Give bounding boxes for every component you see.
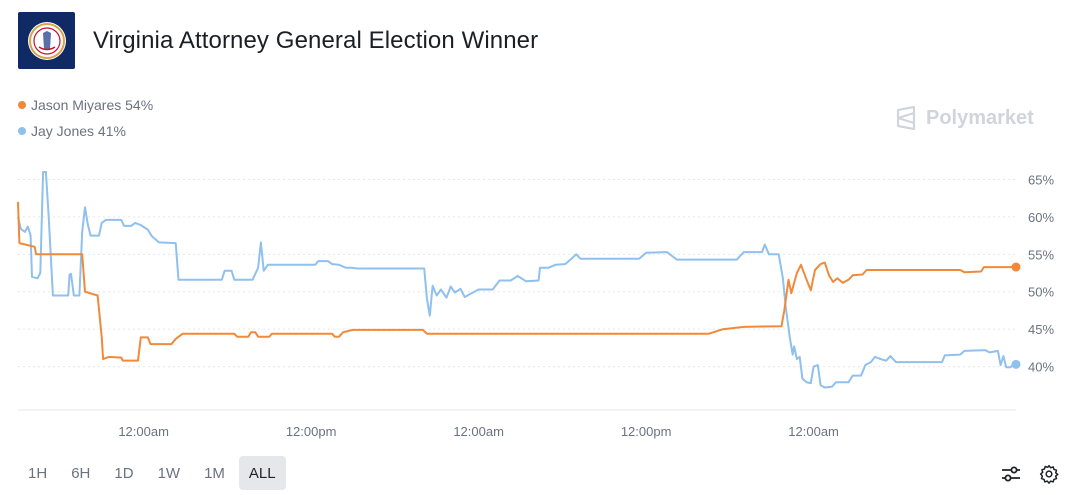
legend-dot-jones [18, 127, 26, 135]
range-button-6h[interactable]: 6H [71, 464, 91, 482]
brand-name: Polymarket [926, 106, 1034, 129]
series-end-marker-jay-jones [1011, 359, 1021, 369]
time-range-selector: 1H 6H 1D 1W 1M ALL [18, 456, 290, 490]
page-title: Virginia Attorney General Election Winne… [93, 26, 539, 54]
range-button-1h[interactable]: 1H [28, 464, 48, 482]
y-tick-label: 65% [1028, 172, 1054, 187]
legend-item-jones: Jay Jones 41% [18, 118, 153, 144]
virginia-flag-logo [18, 12, 75, 69]
range-button-1d[interactable]: 1D [114, 464, 134, 482]
chart-controls [986, 462, 1062, 486]
y-tick-label: 60% [1028, 210, 1054, 225]
x-tick-label: 12:00pm [621, 424, 672, 439]
series-line-jay-jones [17, 171, 1016, 389]
y-tick-label: 45% [1028, 322, 1054, 337]
legend-item-miyares: Jason Miyares 54% [18, 92, 153, 118]
polymarket-logo-icon [896, 106, 916, 130]
polymarket-watermark: Polymarket [894, 106, 1034, 130]
y-tick-label: 55% [1028, 247, 1054, 262]
range-button-1m[interactable]: 1M [204, 464, 225, 482]
x-tick-label: 12:00am [118, 424, 169, 439]
sliders-icon[interactable] [998, 462, 1024, 486]
x-tick-label: 12:00pm [286, 424, 337, 439]
price-chart[interactable]: 65% 60% 55% 50% 45% 40% 12:00am 12:00pm 12:00am 1… [0, 150, 1080, 450]
chart-legend: Jason Miyares 54% Jay Jones 41% [18, 92, 153, 144]
y-tick-label: 40% [1028, 360, 1054, 375]
legend-dot-miyares [18, 101, 26, 109]
gear-icon[interactable] [1036, 462, 1062, 486]
range-button-1w[interactable]: 1W [157, 464, 181, 482]
range-button-all[interactable]: ALL [238, 456, 286, 490]
x-tick-label: 12:00am [788, 424, 839, 439]
legend-label-jones: Jay Jones 41% [31, 123, 126, 139]
legend-label-miyares: Jason Miyares 54% [31, 97, 154, 113]
header: Virginia Attorney General Election Winne… [18, 12, 538, 69]
y-tick-label: 50% [1028, 285, 1054, 300]
x-tick-label: 12:00am [453, 424, 504, 439]
series-end-marker-jason-miyares [1011, 262, 1021, 272]
series-line-jason-miyares [17, 201, 1016, 362]
